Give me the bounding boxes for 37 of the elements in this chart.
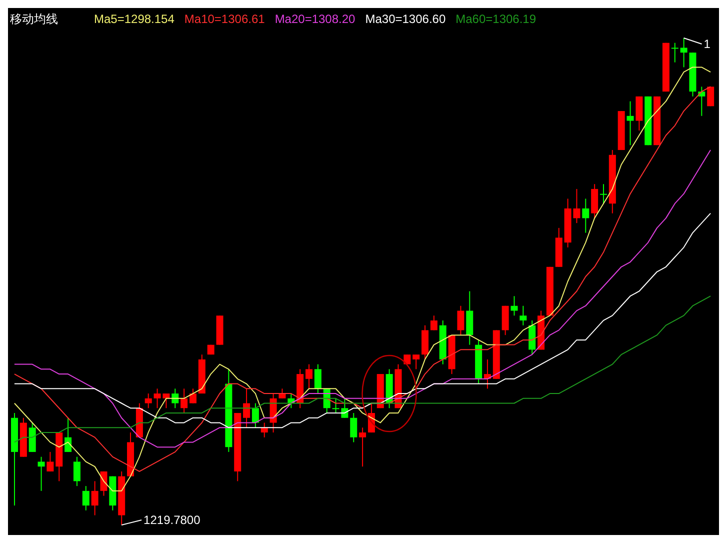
candlestick	[189, 388, 196, 404]
candlestick	[278, 388, 286, 399]
candlestick	[680, 38, 688, 68]
candlestick	[314, 364, 322, 394]
candlestick	[600, 184, 607, 204]
candlestick	[430, 315, 438, 331]
candlestick	[172, 388, 179, 409]
candlestick	[707, 86, 714, 107]
text: Ma10=1306.61	[184, 12, 265, 26]
candlestick	[252, 402, 259, 428]
annotation: 1219.7800	[144, 513, 201, 527]
candlestick	[305, 364, 312, 390]
text: Ma30=1306.60	[365, 12, 446, 26]
candlestick	[38, 456, 45, 492]
text: Ma20=1308.20	[274, 12, 356, 26]
candlestick	[412, 354, 420, 370]
candlestick	[260, 422, 268, 438]
candlestick	[64, 417, 72, 452]
candlestick	[46, 451, 54, 472]
candlestick	[144, 393, 152, 409]
text: Ma5=1298.154	[94, 12, 174, 26]
candlestick	[520, 305, 527, 326]
candlestick	[457, 305, 464, 336]
candlestick	[582, 198, 590, 234]
candlestick	[180, 388, 188, 414]
candlestick	[243, 388, 250, 428]
candlestick	[626, 100, 634, 146]
candlestick	[671, 42, 678, 63]
annotation: 1	[704, 37, 711, 51]
candlestick	[359, 427, 366, 468]
candlestick	[73, 456, 80, 487]
chart-title: 移动均线	[10, 10, 58, 28]
candlestick	[510, 296, 518, 316]
candlestick	[82, 486, 90, 511]
candlestick	[91, 480, 98, 516]
text: Ma60=1306.19	[456, 12, 536, 26]
candlestick	[350, 412, 358, 443]
